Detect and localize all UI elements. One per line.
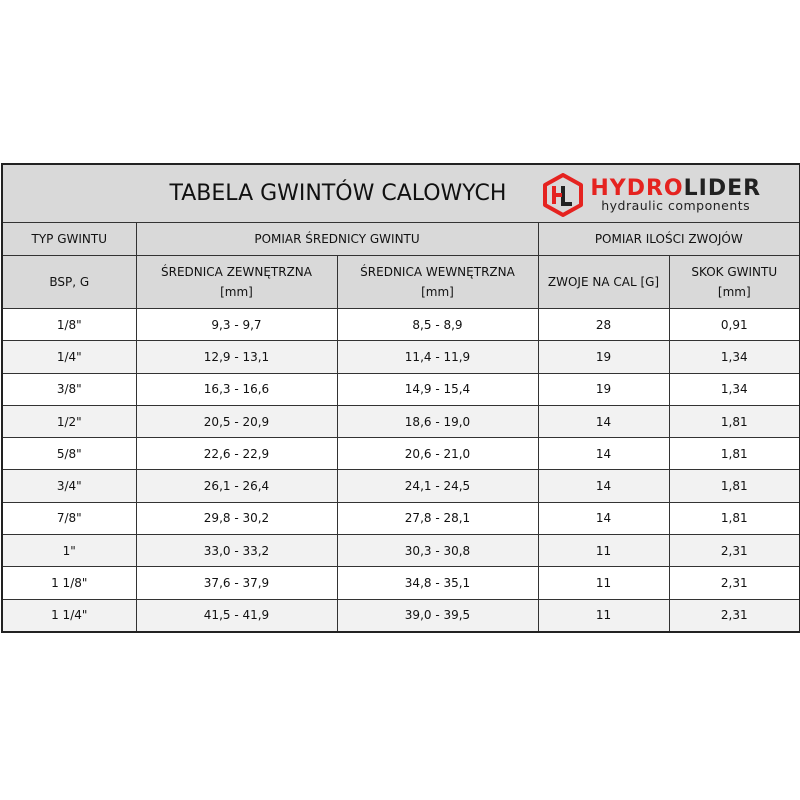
cell-thread-size: 1/8" — [1, 307, 137, 342]
cell-pitch: 1,34 — [668, 372, 800, 406]
cell-pitch: 1,34 — [668, 340, 800, 374]
header-skok-unit: [mm] — [717, 285, 751, 299]
cell-outer-diameter: 29,8 - 30,2 — [135, 501, 338, 536]
header-skok-label: SKOK GWINTU — [691, 265, 778, 279]
cell-tpi: 11 — [537, 534, 670, 568]
table-row: 1/2" 20,5 - 20,9 18,6 - 19,0 14 1,81 — [1, 404, 800, 439]
cell-inner-diameter: 8,5 - 8,9 — [336, 307, 539, 342]
table-row: 1/8" 9,3 - 9,7 8,5 - 8,9 28 0,91 — [1, 307, 800, 342]
cell-inner-diameter: 39,0 - 39,5 — [336, 598, 539, 633]
cell-thread-size: 1/2" — [1, 404, 137, 439]
cell-inner-diameter: 14,9 - 15,4 — [336, 372, 539, 406]
header-zew-unit: [mm] — [220, 285, 253, 299]
logo: HYDROLIDER hydraulic components — [542, 173, 761, 217]
cell-pitch: 2,31 — [668, 566, 800, 600]
table-row: 1/4" 12,9 - 13,1 11,4 - 11,9 19 1,34 — [1, 340, 800, 374]
page-title: TABELA GWINTÓW CALOWYCH — [169, 181, 507, 206]
header-wew: ŚREDNICA WEWNĘTRZNA [mm] — [336, 255, 539, 309]
header-wew-label: ŚREDNICA WEWNĘTRZNA — [360, 265, 515, 279]
table-row: 1 1/8" 37,6 - 37,9 34,8 - 35,1 11 2,31 — [1, 566, 800, 600]
cell-tpi: 14 — [537, 501, 670, 536]
thread-table: TABELA GWINTÓW CALOWYCH HYDROLIDER hydra… — [1, 163, 800, 633]
header-zew: ŚREDNICA ZEWNĘTRZNA [mm] — [135, 255, 338, 309]
table-row: 7/8" 29,8 - 30,2 27,8 - 28,1 14 1,81 — [1, 501, 800, 536]
hydrolider-logo-icon — [543, 173, 584, 217]
cell-pitch: 2,31 — [668, 534, 800, 568]
table-row: 3/4" 26,1 - 26,4 24,1 - 24,5 14 1,81 — [1, 469, 800, 503]
cell-tpi: 14 — [537, 404, 670, 439]
cell-tpi: 14 — [537, 437, 670, 471]
cell-pitch: 1,81 — [668, 501, 800, 536]
table-row: 5/8" 22,6 - 22,9 20,6 - 21,0 14 1,81 — [1, 437, 800, 471]
cell-inner-diameter: 18,6 - 19,0 — [336, 404, 539, 439]
cell-thread-size: 1" — [1, 534, 137, 568]
cell-thread-size: 5/8" — [1, 437, 137, 471]
cell-tpi: 19 — [537, 340, 670, 374]
cell-pitch: 1,81 — [668, 404, 800, 439]
header-bsp: BSP, G — [1, 255, 137, 309]
cell-tpi: 19 — [537, 372, 670, 406]
cell-outer-diameter: 16,3 - 16,6 — [135, 372, 338, 406]
header-pomiar-srednicy: POMIAR ŚREDNICY GWINTU — [135, 222, 539, 256]
cell-thread-size: 3/8" — [1, 372, 137, 406]
cell-tpi: 11 — [537, 566, 670, 600]
header-wew-unit: [mm] — [421, 285, 454, 299]
title-row: TABELA GWINTÓW CALOWYCH HYDROLIDER hydra… — [1, 163, 800, 223]
header-pomiar-zwojow: POMIAR ILOŚCI ZWOJÓW — [537, 222, 800, 256]
cell-outer-diameter: 37,6 - 37,9 — [135, 566, 338, 600]
cell-inner-diameter: 11,4 - 11,9 — [336, 340, 539, 374]
cell-outer-diameter: 9,3 - 9,7 — [135, 307, 338, 342]
cell-outer-diameter: 20,5 - 20,9 — [135, 404, 338, 439]
cell-outer-diameter: 41,5 - 41,9 — [135, 598, 338, 633]
cell-thread-size: 1/4" — [1, 340, 137, 374]
header-zew-label: ŚREDNICA ZEWNĘTRZNA — [161, 265, 312, 279]
cell-inner-diameter: 20,6 - 21,0 — [336, 437, 539, 471]
cell-thread-size: 7/8" — [1, 501, 137, 536]
cell-thread-size: 1 1/4" — [1, 598, 137, 633]
cell-pitch: 1,81 — [668, 469, 800, 503]
cell-tpi: 11 — [537, 598, 670, 633]
cell-tpi: 14 — [537, 469, 670, 503]
table-row: 1 1/4" 41,5 - 41,9 39,0 - 39,5 11 2,31 — [1, 598, 800, 633]
header-typ: TYP GWINTU — [1, 222, 137, 256]
header-skok: SKOK GWINTU [mm] — [668, 255, 800, 309]
cell-tpi: 28 — [537, 307, 670, 342]
brand-dark: LIDER — [683, 175, 762, 201]
cell-pitch: 1,81 — [668, 437, 800, 471]
cell-thread-size: 3/4" — [1, 469, 137, 503]
cell-pitch: 2,31 — [668, 598, 800, 633]
cell-inner-diameter: 24,1 - 24,5 — [336, 469, 539, 503]
cell-inner-diameter: 34,8 - 35,1 — [336, 566, 539, 600]
cell-inner-diameter: 27,8 - 28,1 — [336, 501, 539, 536]
cell-outer-diameter: 26,1 - 26,4 — [135, 469, 338, 503]
brand-tagline: hydraulic components — [601, 197, 751, 213]
cell-pitch: 0,91 — [668, 307, 800, 342]
cell-inner-diameter: 30,3 - 30,8 — [336, 534, 539, 568]
cell-thread-size: 1 1/8" — [1, 566, 137, 600]
cell-outer-diameter: 33,0 - 33,2 — [135, 534, 338, 568]
brand-red: HYDRO — [590, 175, 684, 201]
cell-outer-diameter: 22,6 - 22,9 — [135, 437, 338, 471]
table-row: 3/8" 16,3 - 16,6 14,9 - 15,4 19 1,34 — [1, 372, 800, 406]
table-row: 1" 33,0 - 33,2 30,3 - 30,8 11 2,31 — [1, 534, 800, 568]
header-zwoje: ZWOJE NA CAL [G] — [537, 255, 670, 309]
cell-outer-diameter: 12,9 - 13,1 — [135, 340, 338, 374]
